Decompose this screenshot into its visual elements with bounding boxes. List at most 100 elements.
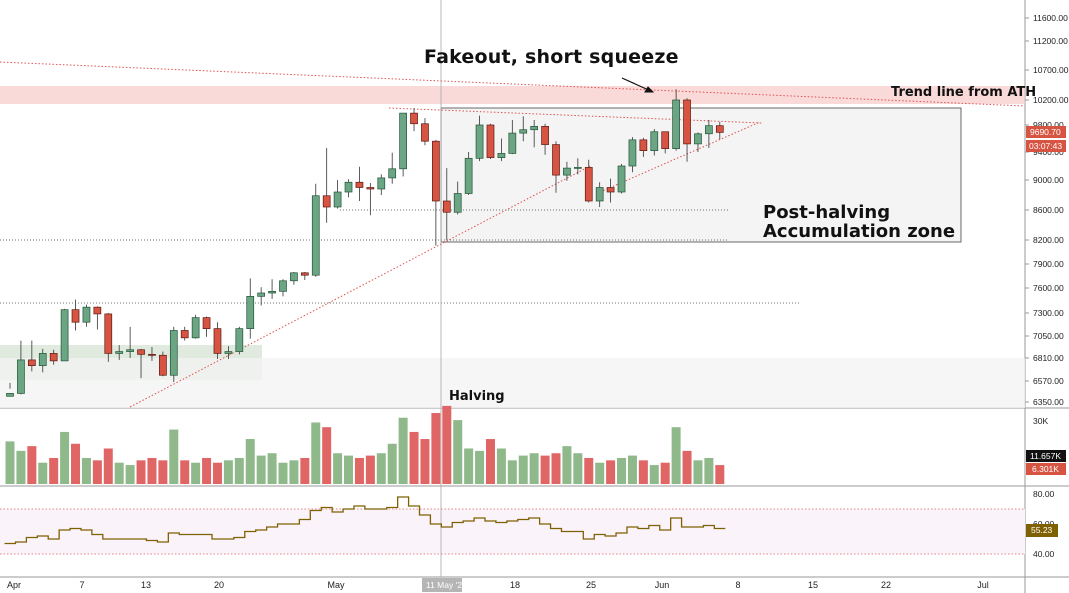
countdown-badge [1026, 140, 1066, 152]
candle [257, 287, 266, 306]
volume-bar [584, 457, 594, 484]
candle [552, 141, 560, 193]
candle [38, 348, 47, 373]
price-tick-label: 7900.00 [1033, 259, 1064, 269]
candle-body [180, 330, 189, 339]
resistance-band [0, 86, 1025, 104]
candle-body [683, 99, 691, 145]
candle [475, 115, 484, 162]
candle [661, 131, 670, 154]
candle [17, 340, 25, 395]
candle [705, 120, 713, 148]
price-tick-label: 10700.00 [1033, 65, 1069, 75]
volume-bar [617, 457, 627, 484]
candle-body [17, 359, 25, 394]
candle-body [82, 306, 91, 323]
volume-bar [311, 422, 321, 484]
volume-bar [540, 455, 550, 484]
time-tick-label: Jun [655, 580, 670, 590]
volume-bar [398, 417, 408, 484]
volume-bar [420, 439, 430, 484]
volume-bar [71, 443, 81, 484]
volume-bar [180, 460, 190, 484]
candle [650, 129, 659, 156]
candle [246, 278, 255, 339]
last-price-label: 9690.70 [1030, 127, 1061, 137]
volume-bar [136, 460, 146, 484]
candle-body [246, 295, 255, 329]
price-tick-label: 7300.00 [1033, 308, 1064, 318]
candle [180, 326, 189, 341]
candle [169, 326, 178, 382]
volume-bar [562, 446, 572, 484]
candle [421, 118, 429, 146]
candle-body [541, 125, 549, 145]
volume-bar [191, 462, 201, 484]
candle-body [475, 124, 484, 159]
time-tick-label: 22 [881, 580, 891, 590]
candle-body [606, 187, 615, 193]
price-tick-label: 6350.00 [1033, 397, 1064, 407]
rsi-line [4, 496, 726, 545]
price-tick-label: 6570.00 [1033, 376, 1064, 386]
candle-body [137, 349, 145, 355]
price-tick-label: 11200.00 [1033, 36, 1068, 46]
volume-bar [103, 448, 113, 484]
rsi-band [0, 509, 1025, 554]
price-tick-label: 7600.00 [1033, 283, 1064, 293]
candle [639, 137, 648, 157]
price-tick-label: 8600.00 [1033, 205, 1064, 215]
candle [191, 314, 200, 339]
candle [333, 180, 342, 209]
triangle-resistance-line [388, 107, 763, 124]
candle-body [104, 313, 113, 354]
candle-body [672, 99, 680, 149]
candle [366, 183, 375, 216]
candle-body [71, 309, 80, 323]
price-tick-label: 11600.00 [1033, 13, 1068, 23]
candle [530, 120, 539, 148]
candle-body [442, 200, 451, 213]
price-tick-label: 9000.00 [1033, 175, 1064, 185]
volume-up-badge [1026, 450, 1066, 462]
rsi-value-badge [1026, 524, 1058, 537]
volume-bar [125, 465, 135, 484]
candle [27, 340, 36, 372]
candle-body [464, 157, 473, 194]
candle-body [508, 132, 517, 154]
candle-body [486, 124, 495, 158]
time-tick-label: 25 [586, 580, 596, 590]
candle-body [573, 167, 582, 169]
candle-body [279, 280, 287, 292]
volume-bar [693, 460, 703, 484]
candle [224, 346, 233, 359]
volume-bar [595, 462, 605, 484]
annotation-halving: Halving [449, 389, 505, 404]
candle [541, 123, 549, 155]
candle [60, 308, 69, 362]
time-tick-label: Apr [7, 580, 21, 590]
annotation-zone: Post-halving Accumulation zone [763, 203, 955, 241]
candle [377, 174, 386, 195]
volume-bar [114, 462, 124, 484]
crosshair-date-badge [422, 578, 462, 592]
time-tick-label: 13 [141, 580, 151, 590]
candle-body [432, 140, 440, 202]
volume-bar [81, 457, 91, 484]
candle [672, 89, 680, 151]
candle-body [268, 290, 276, 294]
volume-bar [289, 460, 299, 484]
time-tick-label: May [327, 580, 345, 590]
candle [202, 316, 211, 337]
volume-bar [38, 462, 48, 484]
candle-body [421, 123, 429, 142]
candle [49, 349, 58, 365]
candle-body [224, 351, 233, 354]
candle-body [38, 353, 47, 367]
price-tick-label: 9800.00 [1033, 120, 1064, 130]
candle [159, 351, 167, 377]
candle-body [563, 167, 571, 176]
candle [497, 138, 506, 162]
rsi-value-label: 55.23 [1031, 525, 1053, 535]
